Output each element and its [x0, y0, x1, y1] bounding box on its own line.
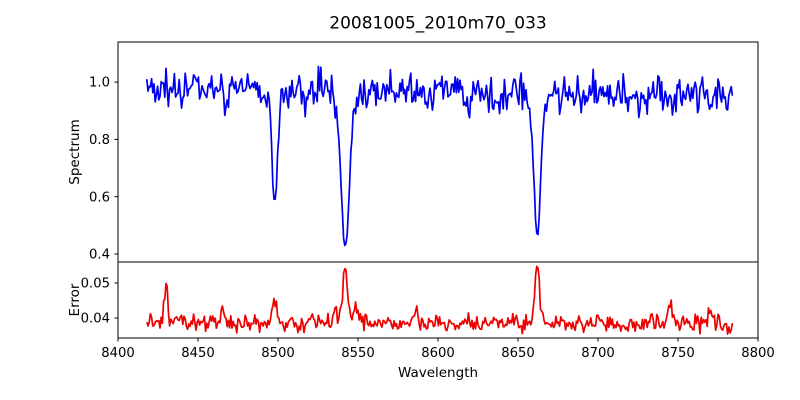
chart-layer: 8400 8450 8500 8550 8600 8650 8700 8750 8800 1.0 0…: [81, 41, 775, 361]
x-tick-label: 8450: [181, 346, 215, 361]
y-axis-label-spectrum: Spectrum: [67, 119, 83, 184]
x-axis-label: Wavelength: [398, 365, 478, 381]
x-tick-label: 8700: [581, 346, 615, 361]
error-y-tick-label: 0.05: [81, 277, 110, 292]
x-tick-label: 8550: [341, 346, 375, 361]
x-tick-label: 8750: [661, 346, 695, 361]
x-tick-label: 8400: [101, 346, 135, 361]
x-tick-label: 8600: [421, 346, 455, 361]
x-tick-label: 8500: [261, 346, 295, 361]
y-axis-label-error: Error: [67, 283, 83, 316]
spectrum-y-tick-label: 0.8: [89, 133, 110, 148]
spectrum-y-tick-label: 1.0: [89, 76, 110, 91]
error-y-tick-label: 0.04: [81, 312, 110, 327]
chart-title: 20081005_2010m70_033: [329, 14, 546, 34]
x-tick-label: 8800: [741, 346, 775, 361]
error-line: [145, 265, 734, 335]
spectrum-y-tick-label: 0.6: [89, 190, 110, 205]
spectrum-line: [145, 65, 734, 247]
spectrum-y-tick-label: 0.4: [89, 248, 110, 263]
spectrum-panel-frame: [117, 41, 759, 263]
x-tick-label: 8650: [501, 346, 535, 361]
error-panel-frame: [117, 261, 759, 339]
